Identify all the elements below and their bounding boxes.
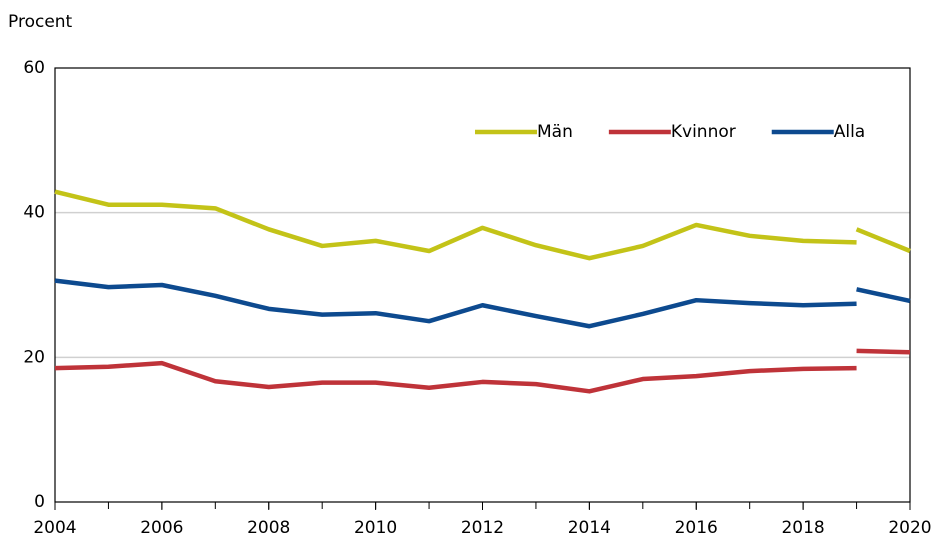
y-tick-label: 20: [23, 347, 45, 367]
x-tick-label: 2006: [140, 518, 183, 538]
legend-label: Kvinnor: [671, 122, 736, 142]
x-tick-label: 2018: [781, 518, 824, 538]
line-series: [54, 189, 911, 261]
y-tick-label: 60: [23, 58, 45, 78]
x-tick-label: 2014: [568, 518, 611, 538]
x-tick-label: 2020: [888, 518, 931, 538]
y-tick-label: 40: [23, 203, 45, 223]
x-tick-label: 2008: [247, 518, 290, 538]
line-series: [54, 348, 911, 394]
legend-label: Män: [537, 122, 573, 142]
legend-label: Alla: [834, 122, 866, 142]
x-tick-label: 2012: [461, 518, 504, 538]
line-series: [54, 278, 911, 329]
y-axis-label: Procent: [8, 12, 73, 32]
x-tick-label: 2016: [675, 518, 718, 538]
x-tick-label: 2010: [354, 518, 397, 538]
x-tick-label: 2004: [33, 518, 76, 538]
plot-frame: [54, 67, 911, 503]
y-tick-label: 0: [34, 492, 45, 512]
